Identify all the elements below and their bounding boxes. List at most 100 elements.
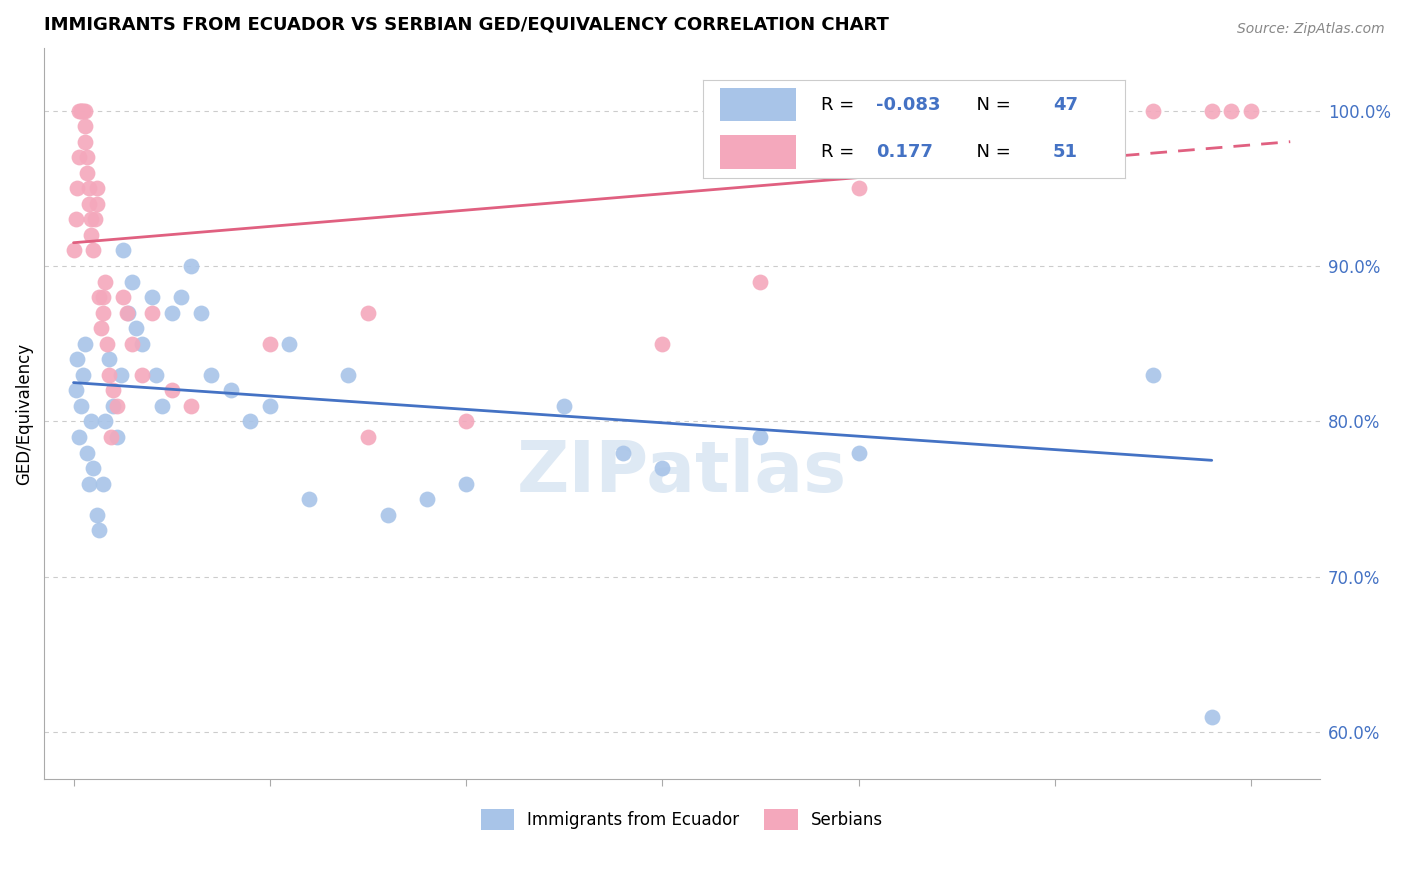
Point: [86, 508, 108, 522]
Point: [96, 336, 118, 351]
Point: [1201, 103, 1223, 118]
Point: [848, 181, 870, 195]
Point: [86, 181, 108, 195]
Text: IMMIGRANTS FROM ECUADOR VS SERBIAN GED/EQUIVALENCY CORRELATION CHART: IMMIGRANTS FROM ECUADOR VS SERBIAN GED/E…: [44, 15, 889, 33]
Point: [75, 103, 97, 118]
Point: [97, 368, 120, 382]
Point: [66, 181, 89, 195]
Text: R =: R =: [821, 143, 860, 161]
Point: [111, 290, 134, 304]
Point: [62, 244, 84, 258]
Point: [84, 212, 107, 227]
Text: 47: 47: [1053, 95, 1078, 114]
Point: [72, 368, 94, 382]
Point: [131, 336, 153, 351]
Point: [70, 103, 93, 118]
Point: [121, 336, 143, 351]
Point: [416, 492, 439, 507]
Point: [145, 368, 167, 382]
Point: [70, 103, 93, 118]
Point: [76, 166, 98, 180]
Point: [298, 492, 321, 507]
Point: [749, 430, 772, 444]
Point: [651, 336, 673, 351]
Point: [75, 336, 97, 351]
Point: [77, 476, 100, 491]
Point: [100, 430, 122, 444]
Point: [337, 368, 360, 382]
Point: [454, 414, 477, 428]
Point: [1220, 103, 1243, 118]
Bar: [720, 136, 796, 169]
Point: [180, 259, 202, 273]
Point: [80, 212, 103, 227]
Point: [651, 461, 673, 475]
Point: [259, 336, 281, 351]
Point: [97, 352, 120, 367]
Point: [111, 244, 134, 258]
Point: [612, 445, 634, 459]
Point: [94, 414, 117, 428]
Point: [86, 197, 108, 211]
Point: [70, 399, 93, 413]
Point: [125, 321, 148, 335]
Point: [87, 290, 110, 304]
Point: [67, 150, 90, 164]
Text: 0.177: 0.177: [876, 143, 932, 161]
Point: [101, 384, 124, 398]
Point: [848, 445, 870, 459]
Point: [110, 368, 132, 382]
Point: [91, 306, 114, 320]
Text: ZIPatlas: ZIPatlas: [517, 438, 846, 507]
Point: [90, 321, 112, 335]
Point: [278, 336, 301, 351]
Point: [67, 103, 90, 118]
Point: [87, 523, 110, 537]
Point: [945, 103, 967, 118]
Point: [131, 368, 153, 382]
Point: [65, 384, 87, 398]
Point: [91, 476, 114, 491]
Point: [190, 306, 212, 320]
Point: [1142, 368, 1164, 382]
Point: [105, 430, 128, 444]
Point: [377, 508, 399, 522]
Point: [67, 430, 90, 444]
Point: [72, 103, 94, 118]
Point: [117, 306, 139, 320]
Point: [141, 290, 163, 304]
Point: [749, 275, 772, 289]
Text: -0.083: -0.083: [876, 95, 941, 114]
Point: [259, 399, 281, 413]
Point: [105, 399, 128, 413]
Legend: Immigrants from Ecuador, Serbians: Immigrants from Ecuador, Serbians: [474, 803, 890, 837]
Point: [66, 352, 89, 367]
Point: [170, 290, 193, 304]
Point: [75, 135, 97, 149]
Point: [91, 290, 114, 304]
Point: [121, 275, 143, 289]
Point: [76, 445, 98, 459]
Bar: [720, 88, 796, 121]
Text: 51: 51: [1053, 143, 1078, 161]
Point: [82, 244, 104, 258]
Point: [80, 227, 103, 242]
Point: [239, 414, 262, 428]
Point: [180, 399, 202, 413]
Point: [94, 275, 117, 289]
Point: [76, 150, 98, 164]
Point: [553, 399, 575, 413]
Point: [65, 212, 87, 227]
Point: [82, 461, 104, 475]
Point: [1201, 710, 1223, 724]
Point: [80, 414, 103, 428]
Point: [454, 476, 477, 491]
Text: Source: ZipAtlas.com: Source: ZipAtlas.com: [1237, 22, 1385, 37]
Point: [77, 197, 100, 211]
Point: [160, 306, 183, 320]
Point: [150, 399, 173, 413]
Text: R =: R =: [821, 95, 860, 114]
Text: N =: N =: [965, 95, 1017, 114]
Point: [357, 306, 380, 320]
Point: [357, 430, 380, 444]
